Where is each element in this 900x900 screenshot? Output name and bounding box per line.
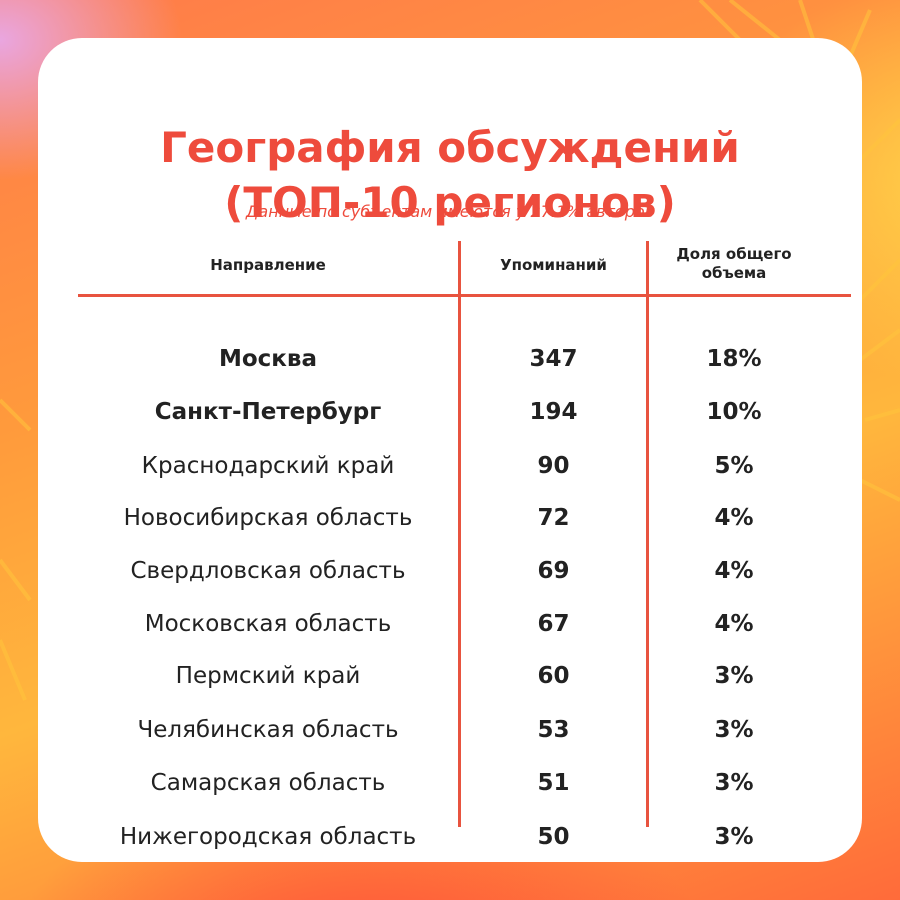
mentions-cell: 50 [537,824,570,850]
column-header-share-line-2: объема [701,264,767,282]
table-row: Санкт-Петербург 194 10% [38,392,862,432]
column-header-share-line-1: Доля общего [676,245,792,263]
region-cell: Свердловская область [130,558,406,584]
column-divider-2 [646,241,649,827]
region-cell: Москва [218,346,317,372]
share-cell: 4% [714,611,754,637]
table-row: Самарская область 51 3% [38,763,862,803]
share-cell: 4% [714,505,754,531]
column-header-mentions: Упоминаний [500,256,607,274]
mentions-cell: 90 [537,453,570,479]
column-divider-1 [458,241,461,827]
title-line-1: География обсуждений [160,123,740,172]
region-cell: Краснодарский край [141,453,395,479]
share-cell: 10% [706,399,762,425]
mentions-cell: 60 [537,663,570,689]
header-divider [78,294,851,297]
mentions-cell: 51 [537,770,570,796]
mentions-cell: 67 [537,611,570,637]
share-cell: 3% [714,663,754,689]
region-cell: Санкт-Петербург [154,399,382,425]
region-cell: Московская область [144,611,392,637]
column-header-region: Направление [210,256,326,274]
share-cell: 3% [714,770,754,796]
region-cell: Новосибирская область [123,505,413,531]
title-line-2: (ТОП-10 регионов) [224,178,676,227]
region-cell: Пермский край [175,663,361,689]
content-card: География обсуждений (ТОП-10 регионов) Д… [38,38,862,862]
column-header-share: Доля общего объема [649,245,819,283]
table-row: Свердловская область 69 4% [38,551,862,591]
table-row: Челябинская область 53 3% [38,710,862,750]
subtitle: Данные по субъектам имеются у 27.1% авто… [245,202,655,221]
table-row: Пермский край 60 3% [38,656,862,696]
share-cell: 5% [714,453,754,479]
region-cell: Нижегородская область [119,824,417,850]
mentions-cell: 347 [529,346,578,372]
mentions-cell: 53 [537,717,570,743]
mentions-cell: 69 [537,558,570,584]
table-row: Московская область 67 4% [38,604,862,644]
region-cell: Челябинская область [137,717,399,743]
table-row: Новосибирская область 72 4% [38,498,862,538]
table-row: Краснодарский край 90 5% [38,446,862,486]
region-cell: Самарская область [150,770,386,796]
share-cell: 4% [714,558,754,584]
table-row: Нижегородская область 50 3% [38,817,862,857]
share-cell: 3% [714,824,754,850]
page-title: География обсуждений (ТОП-10 регионов) [38,120,862,230]
table-row: Москва 347 18% [38,339,862,379]
mentions-cell: 72 [537,505,570,531]
share-cell: 18% [706,346,762,372]
mentions-cell: 194 [529,399,578,425]
share-cell: 3% [714,717,754,743]
